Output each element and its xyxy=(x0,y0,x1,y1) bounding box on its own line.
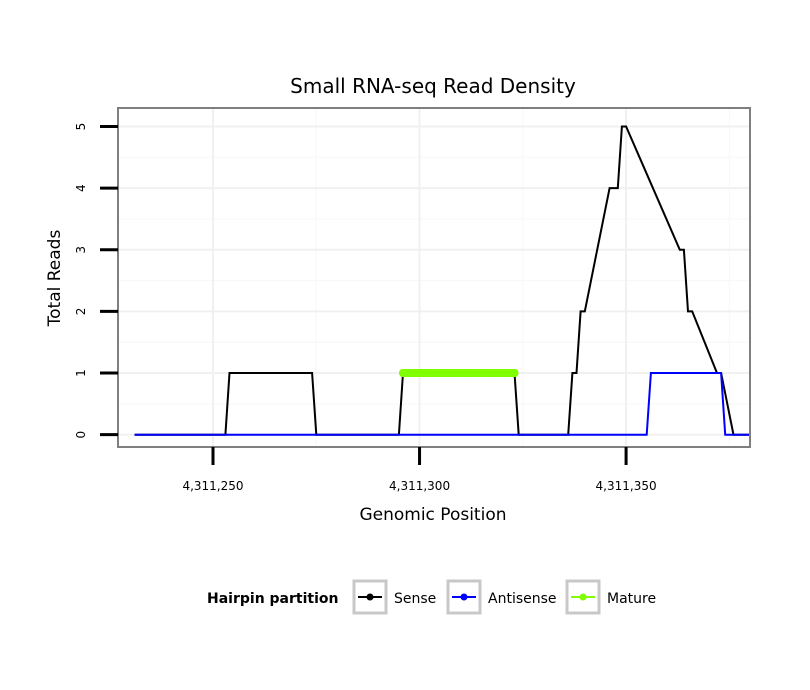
series-layer xyxy=(134,125,749,436)
legend-label-mature: Mature xyxy=(607,591,656,607)
legend-key-point-antisense xyxy=(460,593,468,601)
chart-title: Small RNA-seq Read Density xyxy=(290,74,576,98)
x-tick-label: 4,311,250 xyxy=(182,479,243,493)
y-tick-label: 3 xyxy=(74,246,88,254)
y-tick-label: 1 xyxy=(74,369,88,377)
y-axis: 0 1 2 3 4 5 xyxy=(74,123,118,439)
x-tick-label: 4,311,350 xyxy=(596,479,657,493)
mature-point xyxy=(510,369,519,378)
y-tick-label: 4 xyxy=(74,184,88,192)
legend-label-sense: Sense xyxy=(394,591,436,607)
y-tick-label: 0 xyxy=(74,431,88,439)
legend-label-antisense: Antisense xyxy=(488,591,557,607)
series-line-antisense xyxy=(134,372,749,436)
x-tick-label: 4,311,300 xyxy=(389,479,450,493)
legend-key-point-mature xyxy=(579,593,587,601)
y-tick-label: 5 xyxy=(74,123,88,131)
y-tick-label: 2 xyxy=(74,308,88,316)
x-axis: 4,311,250 4,311,300 4,311,350 xyxy=(182,447,657,493)
legend-title: Hairpin partition xyxy=(207,591,338,607)
x-axis-title: Genomic Position xyxy=(359,505,506,525)
legend-keys: Sense Antisense Mature xyxy=(352,579,656,615)
y-axis-title: Total Reads xyxy=(45,230,65,328)
grid xyxy=(118,108,750,447)
legend-key-point-sense xyxy=(366,593,374,601)
plot-panel-border xyxy=(117,107,751,448)
legend: Hairpin partition Sense Antisense Mature xyxy=(207,579,656,615)
